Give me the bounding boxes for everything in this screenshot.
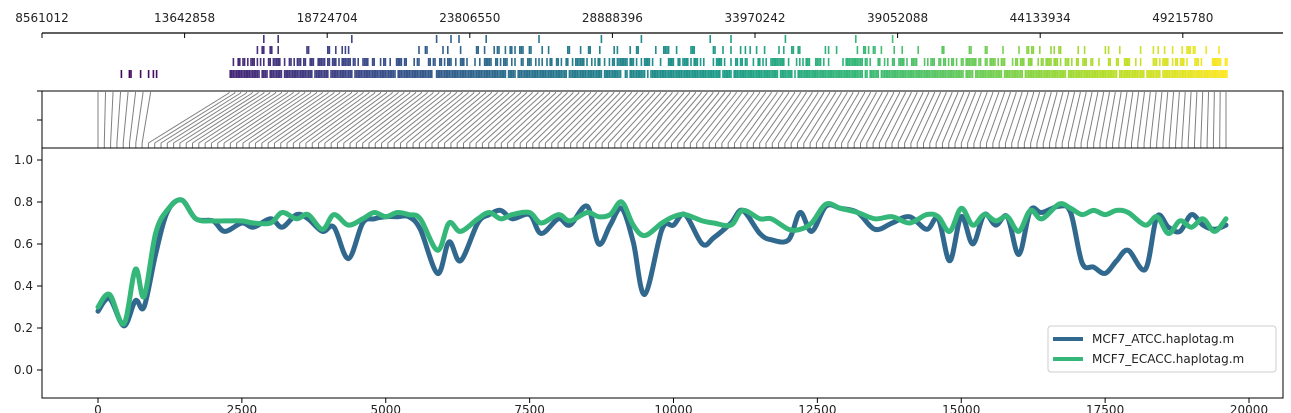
top-tick-label: 49215780 <box>1152 11 1213 25</box>
y-tick-label: 0.4 <box>14 279 33 293</box>
methylation-plot: 0 2500 5000 7500 10000 12500 15000 17500 20000 0… <box>14 147 1284 413</box>
x-tick-label: 20000 <box>1230 403 1268 413</box>
x-tick-label: 10000 <box>654 403 692 413</box>
top-tick-label: 8561012 <box>15 11 68 25</box>
top-genomic-axis: 8561012 13642858 18724704 23806550 28888396 3… <box>15 11 1283 38</box>
legend-label-atcc: MCF7_ATCC.haplotag.m <box>1092 332 1234 346</box>
y-tick-label: 0.2 <box>14 321 33 335</box>
mapping-panel <box>37 90 1284 149</box>
x-tick-label: 17500 <box>1086 403 1124 413</box>
top-tick-label: 23806550 <box>439 11 500 25</box>
x-tick-label: 7500 <box>514 403 545 413</box>
y-axis: 0.0 0.2 0.4 0.6 0.8 1.0 <box>14 153 42 377</box>
y-tick-label: 1.0 <box>14 153 33 167</box>
top-tick-label: 28888396 <box>582 11 643 25</box>
y-tick-label: 0.6 <box>14 237 33 251</box>
series-lines <box>95 197 1229 329</box>
legend-label-ecacc: MCF7_ECACC.haplotag.m <box>1092 352 1244 366</box>
x-tick-label: 0 <box>94 403 102 413</box>
top-tick-label: 13642858 <box>154 11 215 25</box>
mapping-lines <box>97 91 1227 148</box>
x-tick-label: 12500 <box>798 403 836 413</box>
series-line-atcc <box>95 197 1229 329</box>
site-marks-track <box>120 35 1228 78</box>
y-tick-label: 0.8 <box>14 195 33 209</box>
top-tick-label: 44133934 <box>1010 11 1071 25</box>
top-tick-label: 33970242 <box>724 11 785 25</box>
x-axis: 0 2500 5000 7500 10000 12500 15000 17500 20000 <box>94 398 1268 413</box>
top-tick-label: 18724704 <box>297 11 358 25</box>
series-line-ecacc <box>95 197 1229 327</box>
x-tick-label: 15000 <box>942 403 980 413</box>
y-tick-label: 0.0 <box>14 363 33 377</box>
top-tick-label: 39052088 <box>867 11 928 25</box>
x-tick-label: 2500 <box>227 403 258 413</box>
legend: MCF7_ATCC.haplotag.m MCF7_ECACC.haplotag… <box>1047 325 1277 373</box>
x-tick-label: 5000 <box>370 403 401 413</box>
